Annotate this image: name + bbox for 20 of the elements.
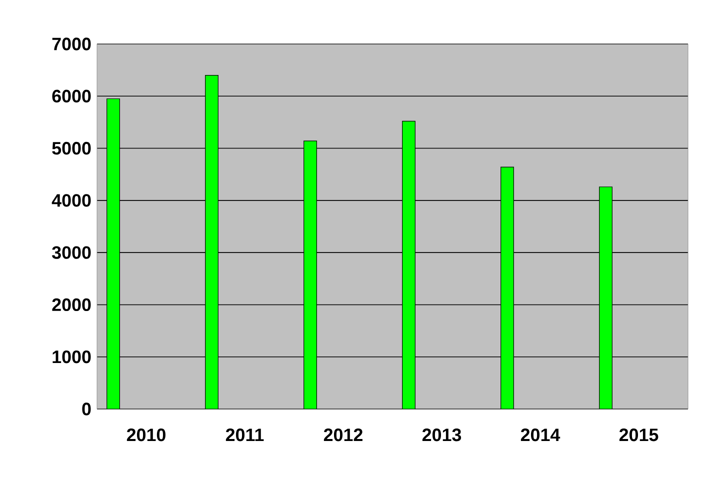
y-tick-label: 4000 (52, 194, 91, 207)
y-tick-label: 7000 (52, 38, 91, 50)
x-tick-label: 2010 (126, 428, 166, 442)
bar (304, 140, 317, 409)
x-tick-label: 2015 (619, 428, 658, 442)
y-tick-label: 2000 (52, 298, 91, 312)
bar (500, 166, 514, 409)
y-tick-label: 3000 (52, 246, 91, 259)
y-tick-label: 0 (82, 402, 91, 416)
bar (599, 186, 612, 409)
y-tick-label: 1000 (52, 350, 91, 364)
y-tick-label: 5000 (52, 142, 91, 155)
x-tick-label: 2013 (422, 428, 462, 442)
x-tick-label: 2012 (324, 428, 362, 442)
x-tick-label: 2014 (520, 428, 560, 442)
bar (205, 74, 218, 409)
bar (402, 120, 416, 409)
y-tick-label: 6000 (52, 90, 91, 102)
x-tick-label: 2011 (226, 428, 264, 442)
bar (106, 98, 120, 409)
